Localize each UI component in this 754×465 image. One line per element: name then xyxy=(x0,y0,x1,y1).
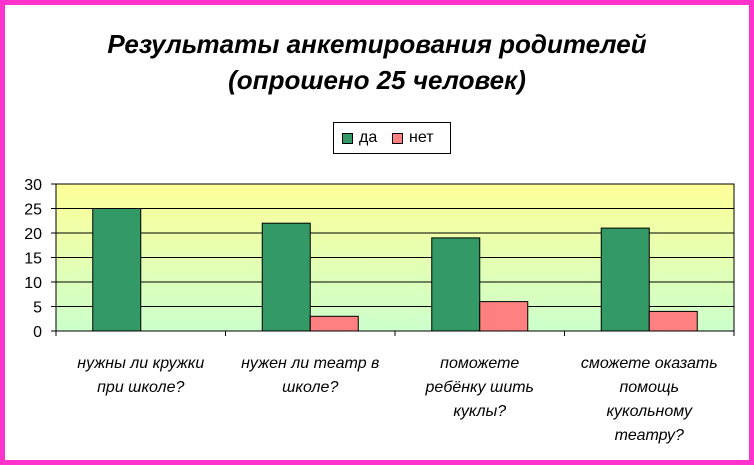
x-tick-label-line: при школе? xyxy=(97,379,185,396)
x-tick-label: поможете ребёнку шить куклы? xyxy=(396,352,564,424)
x-tick-label-line: куклы? xyxy=(453,403,507,420)
bar-yes xyxy=(431,237,481,332)
x-tick-label-line: театру? xyxy=(614,427,684,444)
x-tick-label: нужны ли кружки при школе? xyxy=(57,352,225,400)
x-tick-label: нужен ли театр в школе? xyxy=(226,352,394,400)
x-tick-label-line: школе? xyxy=(282,379,339,396)
y-tick-label: 0 xyxy=(33,324,42,341)
chart-title: Результаты анкетирования родителей (опро… xyxy=(0,26,754,98)
bar-yes xyxy=(261,222,311,332)
x-tick-label-line: помощь xyxy=(619,379,680,396)
x-tick-label-line: поможете xyxy=(440,355,520,372)
legend-label-yes: да xyxy=(359,129,378,146)
x-tick-label-line: нужен ли театр в xyxy=(241,355,380,372)
chart-title-line-1: Результаты анкетирования родителей xyxy=(107,29,647,59)
y-tick-label: 30 xyxy=(24,177,42,194)
legend-swatch-yes xyxy=(342,133,353,144)
legend-swatch-no xyxy=(392,133,403,144)
y-tick-label: 20 xyxy=(24,226,42,243)
y-tick-label: 25 xyxy=(24,202,42,219)
y-tick-label: 5 xyxy=(33,300,42,317)
plot-border xyxy=(55,183,735,332)
x-tick-label: сможете оказать помощь кукольному театру? xyxy=(565,352,733,448)
bar-yes xyxy=(600,227,650,332)
x-tick-label-line: кукольному xyxy=(606,403,693,420)
chart-title-line-2: (опрошено 25 человек) xyxy=(228,65,526,95)
y-tick-label: 15 xyxy=(24,251,42,268)
x-tick-label-line: сможете оказать xyxy=(580,355,718,372)
legend-label-no: нет xyxy=(409,129,434,146)
y-tick-label: 10 xyxy=(24,275,42,292)
bar-no xyxy=(309,315,359,332)
bar-no xyxy=(648,310,698,332)
x-tick-label-line: ребёнку шить xyxy=(425,379,534,396)
x-tick-label-line: нужны ли кружки xyxy=(77,355,205,372)
legend: да нет xyxy=(333,122,451,154)
bar-yes xyxy=(92,208,142,332)
bar-no xyxy=(479,301,529,332)
